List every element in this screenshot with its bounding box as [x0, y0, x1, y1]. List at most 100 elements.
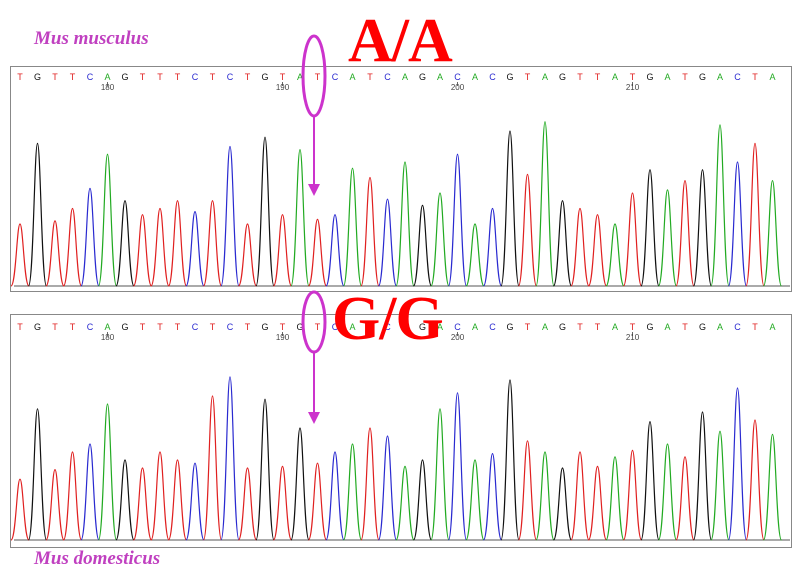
trace-peak-bottom-5	[97, 403, 118, 541]
base-call-top-6: G	[121, 72, 128, 82]
snp-arrow-head-bottom	[308, 412, 320, 424]
base-call-top-8: T	[157, 72, 163, 82]
trace-peak-top-20	[360, 176, 380, 287]
position-label-top-2: 200	[451, 83, 465, 92]
trace-peak-top-33	[587, 214, 608, 287]
base-call-top-25: C	[454, 72, 461, 82]
trace-peak-bottom-32	[570, 451, 590, 541]
trace-peaks-bottom	[10, 376, 783, 541]
trace-peak-top-32	[570, 207, 590, 287]
base-call-top-10: C	[192, 72, 199, 82]
base-call-top-40: A	[717, 72, 723, 82]
base-call-top-13: T	[245, 72, 251, 82]
trace-peak-top-27	[482, 207, 503, 287]
trace-peak-bottom-23	[412, 459, 433, 541]
base-call-top-22: A	[402, 72, 408, 82]
trace-peak-top-43	[762, 179, 783, 287]
base-call-top-18: C	[332, 72, 339, 82]
base-call-bottom-25: C	[454, 322, 461, 332]
base-call-bottom-5: A	[104, 322, 110, 332]
position-ticks-bottom: 180 190 200 210	[101, 332, 640, 342]
trace-peak-top-4	[80, 187, 100, 287]
trace-peak-top-26	[465, 223, 485, 287]
base-call-top-3: T	[70, 72, 76, 82]
trace-peak-bottom-12	[220, 376, 240, 541]
base-call-bottom-36: G	[646, 322, 653, 332]
trace-peak-bottom-30	[535, 451, 555, 541]
base-call-bottom-12: C	[227, 322, 234, 332]
trace-peak-bottom-41	[727, 387, 748, 541]
trace-peak-bottom-33	[587, 465, 608, 541]
base-call-top-2: T	[52, 72, 58, 82]
base-call-bottom-22: A	[402, 322, 408, 332]
base-call-bottom-9: T	[175, 322, 181, 332]
trace-peak-bottom-0	[10, 478, 30, 541]
position-label-top-1: 190	[276, 83, 290, 92]
trace-peak-top-5	[97, 153, 118, 287]
trace-peak-top-37	[657, 189, 678, 287]
base-call-bottom-19: A	[349, 322, 355, 332]
trace-peak-top-14	[255, 136, 275, 287]
base-call-top-5: A	[104, 72, 110, 82]
base-call-top-11: T	[210, 72, 216, 82]
base-call-top-39: G	[699, 72, 706, 82]
trace-peak-top-39	[692, 169, 713, 287]
base-call-bottom-40: A	[717, 322, 723, 332]
base-call-bottom-11: T	[210, 322, 216, 332]
base-call-bottom-39: G	[699, 322, 706, 332]
trace-peak-top-34	[605, 223, 625, 287]
trace-peak-bottom-27	[482, 452, 503, 541]
trace-peak-top-31	[552, 200, 573, 287]
base-call-bottom-16: G	[296, 322, 303, 332]
trace-peak-bottom-20	[360, 427, 380, 541]
base-call-top-33: T	[595, 72, 601, 82]
trace-peak-bottom-36	[640, 420, 660, 541]
trace-peak-top-22	[395, 161, 415, 287]
trace-peak-bottom-3	[62, 451, 83, 541]
base-call-top-35: T	[630, 72, 636, 82]
trace-peak-bottom-43	[762, 433, 783, 541]
base-call-top-38: T	[682, 72, 688, 82]
trace-peak-bottom-16	[290, 427, 310, 541]
trace-peak-bottom-15	[272, 465, 293, 541]
base-call-top-26: A	[472, 72, 478, 82]
trace-peak-top-36	[640, 169, 660, 287]
base-call-bottom-1: G	[34, 322, 41, 332]
trace-peaks-top	[10, 121, 783, 287]
base-call-top-19: A	[349, 72, 355, 82]
base-call-top-7: T	[140, 72, 146, 82]
trace-peak-bottom-40	[710, 430, 730, 541]
trace-peak-bottom-8	[150, 451, 170, 541]
base-call-bottom-6: G	[121, 322, 128, 332]
trace-peak-bottom-6	[115, 459, 135, 541]
trace-peak-bottom-38	[675, 456, 695, 541]
base-call-top-41: C	[734, 72, 741, 82]
base-call-bottom-7: T	[140, 322, 146, 332]
trace-peak-bottom-11	[202, 395, 223, 541]
trace-peak-bottom-9	[167, 459, 188, 541]
trace-peak-top-2	[45, 220, 65, 287]
position-ticks-top: 180 190 200 210	[101, 82, 640, 92]
trace-peak-bottom-17	[307, 462, 328, 541]
base-call-bottom-30: A	[542, 322, 548, 332]
trace-peak-bottom-19	[342, 443, 363, 541]
base-call-bottom-27: C	[489, 322, 496, 332]
base-call-bottom-20: T	[367, 322, 373, 332]
base-call-top-15: T	[280, 72, 286, 82]
base-call-bottom-2: T	[52, 322, 58, 332]
base-call-bottom-13: T	[245, 322, 251, 332]
trace-peak-top-17	[307, 218, 328, 287]
trace-peak-top-42	[745, 142, 765, 287]
trace-peak-top-16	[290, 148, 310, 287]
position-label-bottom-1: 190	[276, 333, 290, 342]
base-call-top-21: C	[384, 72, 391, 82]
trace-peak-top-9	[167, 200, 188, 287]
genotype-label-top: A/A	[348, 7, 453, 75]
position-label-bottom-0: 180	[101, 333, 115, 342]
trace-peak-top-24	[430, 192, 450, 287]
base-call-bottom-4: C	[87, 322, 94, 332]
trace-peak-top-29	[517, 173, 538, 287]
